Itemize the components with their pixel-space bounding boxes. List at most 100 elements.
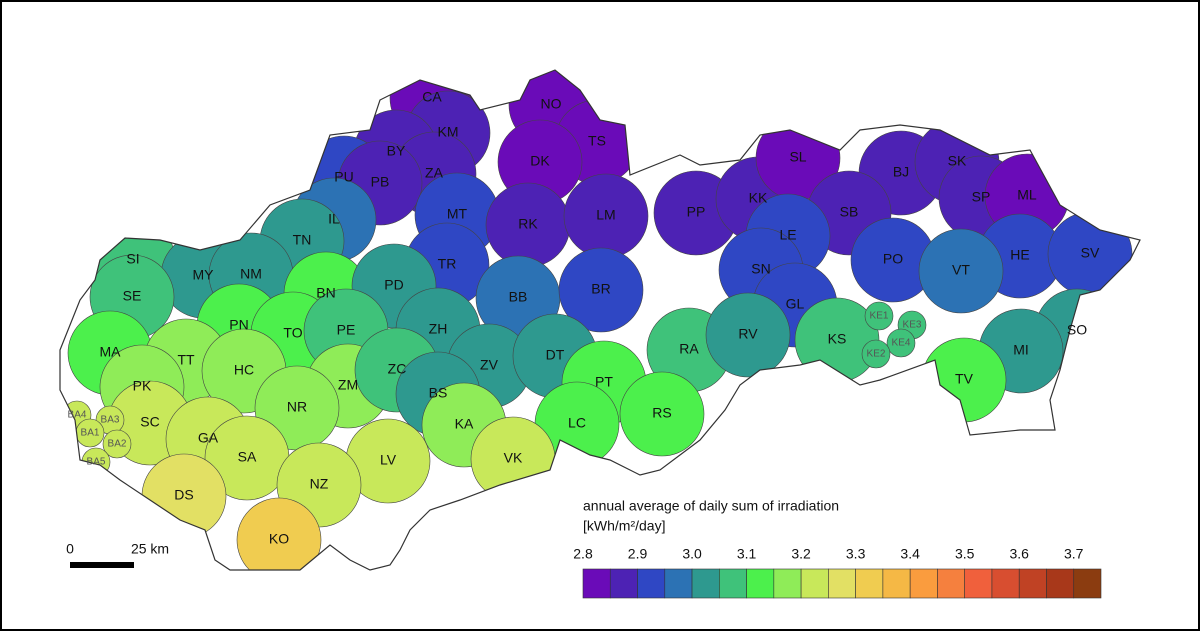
district-label: MA — [100, 344, 122, 360]
district-label: SA — [238, 449, 257, 465]
district-label: ML — [1017, 187, 1037, 203]
district-label: MT — [447, 206, 468, 222]
district-label: PT — [595, 374, 613, 390]
district-label: SN — [751, 261, 770, 277]
district-label: BA1 — [81, 428, 100, 439]
legend-tick-label: 3.1 — [737, 546, 757, 562]
district-label: NO — [541, 96, 562, 112]
district-label: PN — [229, 317, 248, 333]
district-label: PU — [334, 169, 353, 185]
district-label: ZV — [480, 357, 499, 373]
district — [619, 371, 705, 457]
district-label: PD — [384, 277, 403, 293]
district — [236, 497, 322, 570]
scale-bar — [70, 562, 134, 568]
legend-tick-label: 3.2 — [791, 546, 811, 562]
district-label: KK — [749, 190, 768, 206]
district-label: SC — [140, 414, 159, 430]
legend-tick-label: 3.6 — [1009, 546, 1029, 562]
district-label: HC — [234, 362, 254, 378]
districts — [62, 70, 1133, 570]
district-label: TT — [177, 352, 195, 368]
district-label: NZ — [310, 476, 329, 492]
country-outline — [59, 69, 1141, 571]
legend-swatch — [882, 568, 911, 599]
district — [705, 292, 791, 378]
district-label: LC — [568, 415, 586, 431]
district-labels: CA NO KM TS BY DK ZA PU PB MT RK LM PP KK SL BJ SK SP ML IL… — [68, 89, 1100, 547]
district-label: IL — [328, 211, 340, 227]
district-label: DK — [530, 153, 550, 169]
district-label: HE — [1010, 247, 1029, 263]
district-label: SE — [123, 288, 142, 304]
legend-tick-label: 3.7 — [1064, 546, 1084, 562]
legend-tick-label: 3.4 — [900, 546, 920, 562]
district-label: PB — [371, 174, 390, 190]
district-label: BB — [509, 289, 528, 305]
district-label: NM — [240, 266, 262, 282]
district-label: GL — [786, 296, 805, 312]
legend-unit: [kWh/m²/day] — [583, 518, 665, 534]
district-label: KO — [269, 531, 289, 547]
district-label: RA — [679, 341, 699, 357]
district-label: BA4 — [68, 410, 87, 421]
district-label: ZC — [388, 361, 407, 377]
district-label: NR — [287, 399, 307, 415]
legend-swatch — [991, 568, 1020, 599]
legend-swatch — [828, 568, 856, 599]
district-label: BY — [387, 143, 406, 159]
district-label: BJ — [893, 164, 909, 180]
legend-swatch — [637, 568, 666, 599]
legend-swatch — [746, 568, 775, 599]
scale-start: 0 — [66, 541, 74, 557]
district-label: SP — [972, 189, 991, 205]
district-label: LE — [779, 227, 796, 243]
district-label: BN — [316, 285, 335, 301]
legend-swatch — [664, 568, 693, 599]
district-label: KE2 — [867, 349, 886, 360]
district-label: VK — [504, 450, 523, 466]
district-label: PK — [133, 378, 152, 394]
district-label: TR — [438, 256, 457, 272]
district-label: ZH — [429, 321, 448, 337]
district-label: DT — [546, 347, 565, 363]
legend-swatch — [1046, 568, 1075, 599]
district-label: GA — [198, 430, 219, 446]
district-label: KE4 — [892, 338, 911, 349]
legend-swatch — [582, 568, 611, 599]
district-label: BA2 — [108, 439, 127, 450]
legend-swatch — [691, 568, 720, 599]
legend-tick-label: 2.8 — [573, 546, 593, 562]
district-label: BS — [429, 385, 448, 401]
district-label: RK — [518, 216, 538, 232]
district-label: KE3 — [903, 320, 922, 331]
district-label: ZM — [338, 377, 358, 393]
district-label: PE — [337, 322, 356, 338]
legend-swatch — [1073, 568, 1102, 599]
district-label: TN — [293, 232, 312, 248]
legend: 2.8 2.9 3.0 3.1 3.2 3.3 3.4 3.5 3.6 3.7 — [573, 546, 1102, 599]
district-label: SI — [126, 251, 139, 267]
district — [861, 339, 891, 369]
district-label: KS — [828, 331, 847, 347]
scale-end: 25 km — [131, 541, 169, 557]
legend-swatch — [855, 568, 884, 599]
district-label: MI — [1013, 342, 1029, 358]
district-label: SO — [1067, 322, 1087, 338]
legend-tick-label: 3.5 — [955, 546, 975, 562]
district-label: SK — [948, 153, 967, 169]
district-label: DS — [174, 487, 193, 503]
legend-swatch — [719, 568, 747, 599]
district-label: SL — [789, 149, 806, 165]
district-label: VT — [952, 262, 970, 278]
legend-tick-label: 3.0 — [682, 546, 702, 562]
legend-swatch — [609, 568, 638, 599]
district — [918, 228, 1004, 314]
legend-swatch — [1018, 568, 1047, 599]
district-label: KA — [455, 416, 474, 432]
district — [558, 247, 644, 333]
district-label: BA3 — [101, 415, 120, 426]
district-label: ZA — [425, 165, 444, 181]
legend-tick-label: 3.3 — [846, 546, 866, 562]
